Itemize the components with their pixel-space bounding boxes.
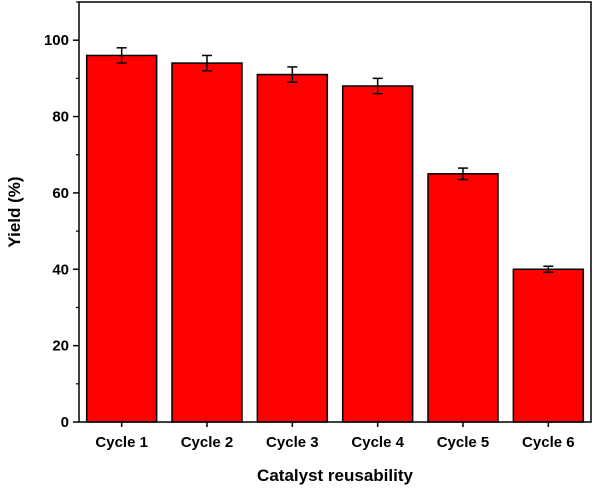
y-axis: 0 20 40 60 80 100: [44, 1, 79, 431]
error-bar-1: [116, 47, 127, 64]
bar-2: [171, 62, 243, 423]
x-tick-label-2: Cycle 2: [181, 434, 234, 451]
y-tick-label-0: 0: [61, 414, 69, 431]
x-tick-label-4: Cycle 4: [351, 434, 404, 451]
x-axis-title: Catalyst reusability: [257, 466, 413, 485]
plot-frame: [78, 1, 592, 423]
error-bar-3: [287, 66, 298, 83]
error-bar-5: [458, 167, 468, 181]
y-axis-title: Yield (%): [5, 176, 24, 247]
y-tick-label-100: 100: [44, 32, 69, 49]
bar-6: [512, 268, 585, 423]
y-tick-label-40: 40: [52, 261, 69, 278]
bars-layer: [85, 54, 585, 423]
error-bars-layer: [116, 47, 554, 274]
error-bar-6: [543, 265, 554, 274]
bar-4: [341, 85, 414, 423]
bar-1: [85, 54, 158, 423]
x-tick-label-3: Cycle 3: [266, 434, 319, 451]
y-tick-label-80: 80: [52, 109, 69, 126]
error-bar-4: [372, 77, 383, 95]
y-tick-label-20: 20: [52, 338, 69, 355]
bar-5: [427, 173, 499, 423]
x-tick-label-6: Cycle 6: [522, 434, 575, 451]
x-tick-label-1: Cycle 1: [95, 434, 148, 451]
y-tick-label-60: 60: [52, 185, 69, 202]
x-tick-label-5: Cycle 5: [437, 434, 490, 451]
x-axis: Cycle 1 Cycle 2 Cycle 3 Cycle 4 Cycle 5 Cycle…: [95, 422, 575, 451]
bar-3: [256, 73, 329, 423]
error-bar-2: [202, 54, 212, 72]
